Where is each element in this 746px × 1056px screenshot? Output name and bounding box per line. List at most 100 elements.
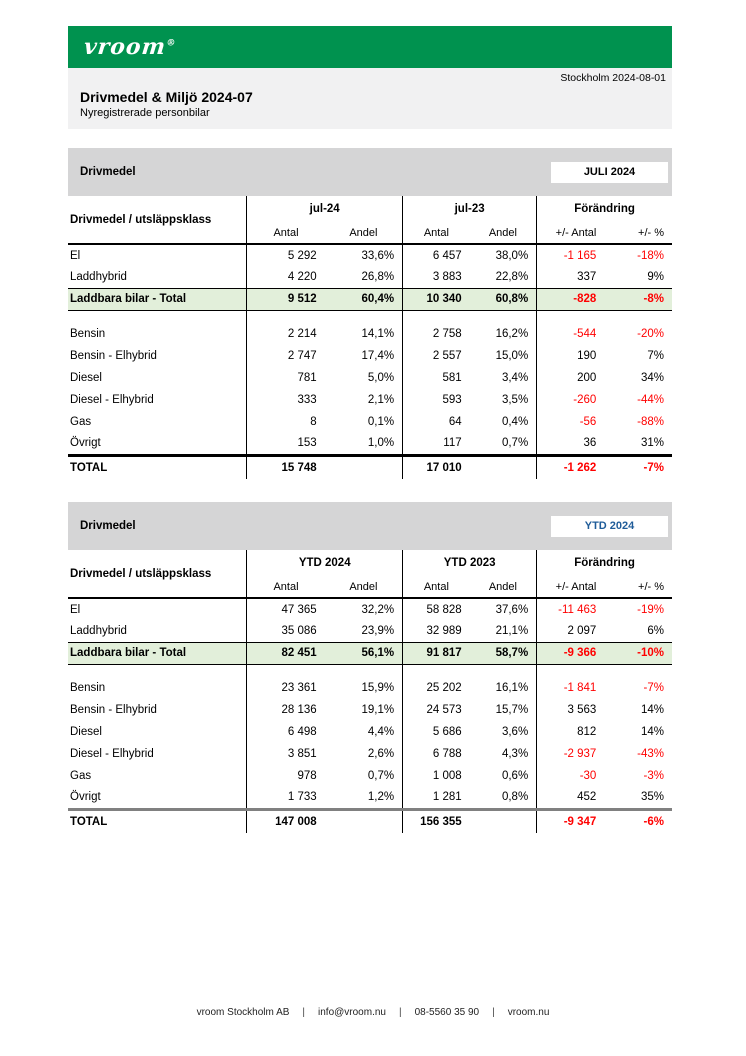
- column-group-previous: jul-23: [402, 196, 537, 222]
- table-row: Bensin - Elhybrid 28 136 19,1% 24 573 15,7% 3…: [68, 699, 672, 721]
- table-row: Övrigt 153 1,0% 117 0,7% 36 31%: [68, 433, 672, 455]
- value-cell: 3,5%: [501, 394, 529, 406]
- column-group-current: jul-24: [246, 196, 403, 222]
- logo-text: vroom: [82, 34, 168, 60]
- value-cell: 9 512: [246, 287, 325, 311]
- value-cell: 2 747: [246, 345, 325, 367]
- column-header-andel: Andel: [469, 222, 537, 245]
- total-row: TOTAL 15 748 17 010 -1 262 -7%: [68, 453, 672, 479]
- value-cell: 33,6%: [361, 249, 395, 262]
- footer-separator: |: [398, 1007, 402, 1018]
- table-row: Bensin 2 214 14,1% 2 758 16,2% -544 -20%: [68, 323, 672, 345]
- row-label: Övrigt: [70, 791, 101, 804]
- value-cell: -7%: [643, 682, 664, 694]
- value-cell: -43%: [637, 748, 664, 760]
- value-cell: 1 008: [402, 765, 470, 787]
- value-cell: [469, 807, 537, 833]
- value-cell: 978: [246, 765, 325, 787]
- table-row: Diesel - Elhybrid 3 851 2,6% 6 788 4,3% -2 93…: [68, 743, 672, 765]
- value-cell: 16,1%: [495, 682, 529, 694]
- value-cell: -828: [536, 287, 605, 311]
- value-cell: 3 851: [246, 743, 325, 765]
- value-cell: 0,1%: [367, 416, 395, 428]
- value-cell: 22,8%: [495, 270, 529, 283]
- value-cell: 1,0%: [367, 437, 395, 450]
- value-cell: 0,6%: [501, 770, 529, 782]
- value-cell: 5,0%: [367, 372, 395, 384]
- value-cell: 47 365: [246, 598, 325, 620]
- document-header: Stockholm 2024-08-01 Drivmedel & Miljö 2…: [68, 68, 672, 129]
- value-cell: 6%: [647, 624, 664, 637]
- value-cell: -88%: [637, 416, 664, 428]
- value-cell: 82 451: [246, 641, 325, 665]
- drivmedel-table-ytd: Drivmedel / utsläppsklass YTD 2024 YTD 2…: [68, 550, 672, 833]
- value-cell: 6 498: [246, 721, 325, 743]
- value-cell: -7%: [604, 453, 672, 479]
- value-cell: 190: [536, 345, 605, 367]
- table-row: El 47 365 32,2% 58 828 37,6% -11 463 -19%: [68, 598, 672, 620]
- spacer-cell: [470, 310, 537, 323]
- registered-trademark-mark: ®: [165, 38, 176, 49]
- value-cell: 15,0%: [495, 350, 529, 362]
- drivmedel-table-juli: Drivmedel / utsläppsklass jul-24 jul-23 …: [68, 196, 672, 479]
- column-header-label: Drivmedel / utsläppsklass: [68, 196, 247, 245]
- row-label: Bensin: [70, 328, 106, 340]
- value-cell: 6 788: [402, 743, 470, 765]
- brand-header-bar: vroom®: [68, 26, 672, 68]
- section-juli-2024: Drivmedel JULI 2024 Drivmedel / utsläpps…: [68, 148, 672, 479]
- row-label: Laddhybrid: [70, 270, 127, 283]
- spacer-cell: [402, 310, 470, 323]
- vroom-logo: vroom®: [82, 34, 176, 60]
- value-cell: -260: [536, 389, 605, 411]
- row-label: Diesel: [70, 372, 102, 384]
- column-group-change: Förändring: [536, 196, 672, 222]
- value-cell: 37,6%: [495, 603, 529, 616]
- table-row: El 5 292 33,6% 6 457 38,0% -1 165 -18%: [68, 244, 672, 266]
- table-row: Laddhybrid 35 086 23,9% 32 989 21,1% 2 097 6%: [68, 620, 672, 642]
- value-cell: 8: [246, 411, 325, 433]
- value-cell: 2,6%: [367, 748, 395, 760]
- row-label: Diesel: [70, 726, 102, 738]
- value-cell: 23 361: [246, 677, 325, 699]
- dateline: Stockholm 2024-08-01: [560, 72, 666, 84]
- value-cell: 32 989: [402, 620, 470, 642]
- value-cell: 2 557: [402, 345, 470, 367]
- value-cell: 200: [536, 367, 605, 389]
- column-header-andel: Andel: [469, 576, 537, 599]
- value-cell: 593: [402, 389, 470, 411]
- value-cell: 23,9%: [361, 624, 395, 637]
- spacer-cell: [470, 664, 537, 677]
- value-cell: -56: [536, 411, 605, 433]
- value-cell: 2 214: [246, 323, 325, 345]
- table-row: Bensin - Elhybrid 2 747 17,4% 2 557 15,0% 190…: [68, 345, 672, 367]
- value-cell: 34%: [640, 372, 664, 384]
- footer-phone: 08-5560 35 90: [414, 1007, 480, 1018]
- row-label: El: [70, 249, 81, 262]
- value-cell: 0,4%: [501, 416, 529, 428]
- value-cell: 2 097: [536, 620, 605, 642]
- value-cell: 17,4%: [361, 350, 395, 362]
- table-row: Övrigt 1 733 1,2% 1 281 0,8% 452 35%: [68, 787, 672, 809]
- period-badge-ytd: YTD 2024: [551, 515, 668, 537]
- value-cell: 4,3%: [501, 748, 529, 760]
- value-cell: [469, 453, 537, 479]
- row-label: Laddbara bilar - Total: [68, 641, 247, 665]
- value-cell: 7%: [647, 350, 664, 362]
- spacer-cell: [536, 310, 605, 323]
- value-cell: -19%: [637, 603, 664, 616]
- spacer-row: [68, 310, 672, 323]
- value-cell: [324, 807, 403, 833]
- value-cell: 147 008: [246, 807, 325, 833]
- value-cell: 5 292: [246, 244, 325, 266]
- footer-website: vroom.nu: [507, 1007, 550, 1018]
- value-cell: -30: [536, 765, 605, 787]
- value-cell: 4 220: [246, 266, 325, 288]
- value-cell: -8%: [604, 287, 672, 311]
- value-cell: -3%: [643, 770, 664, 782]
- value-cell: 91 817: [402, 641, 470, 665]
- row-label: Gas: [70, 770, 92, 782]
- value-cell: 26,8%: [361, 270, 395, 283]
- value-cell: 58 828: [402, 598, 470, 620]
- page-subtitle: Nyregistrerade personbilar: [80, 107, 210, 119]
